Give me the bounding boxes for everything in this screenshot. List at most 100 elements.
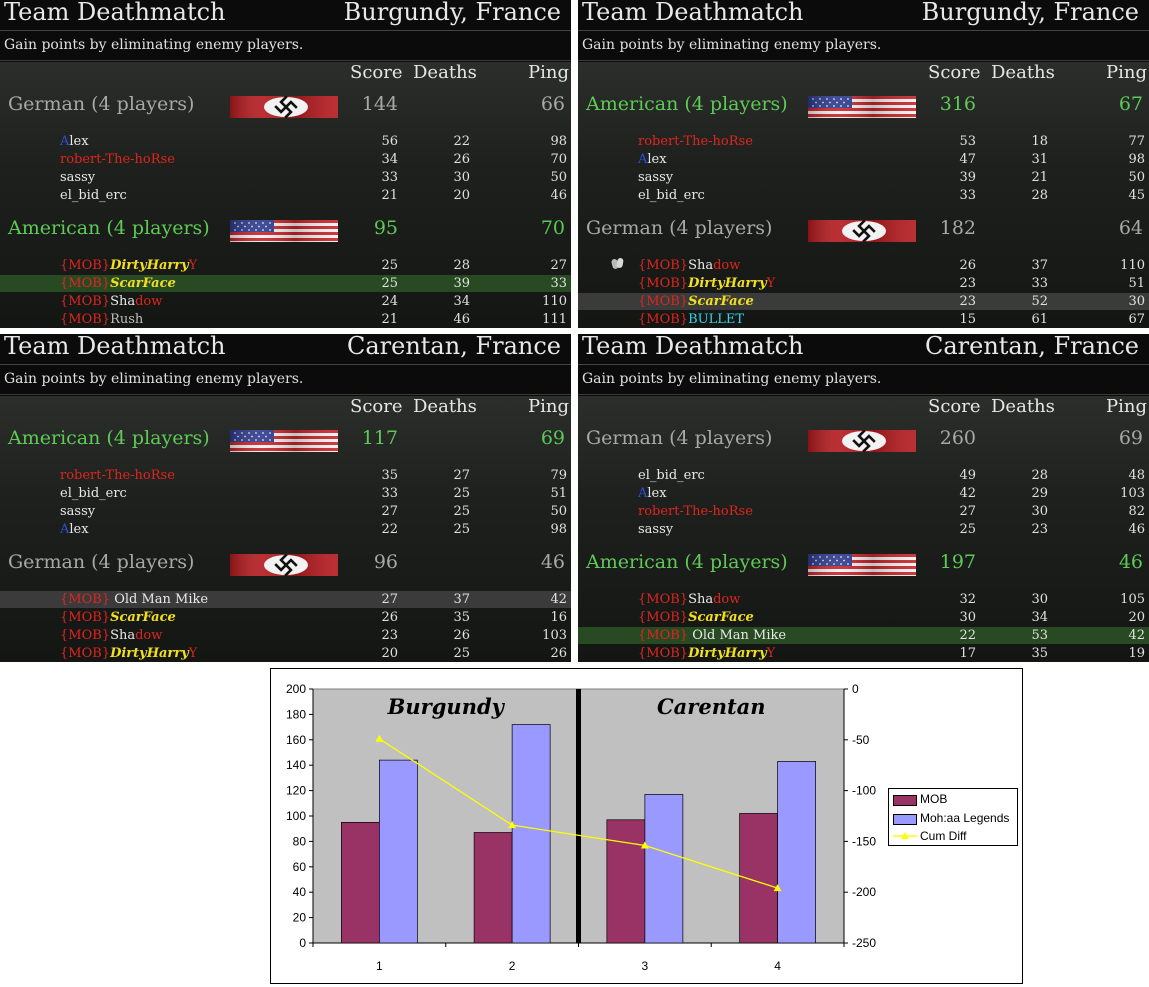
player-name-part: {MOB} (638, 592, 689, 607)
scoreboard-panel-4: Team Deathmatch Carentan, France Gain poin… (578, 334, 1149, 662)
player-deaths: 25 (453, 522, 470, 537)
player-deaths: 52 (1031, 294, 1048, 309)
player-name-part: dow (713, 258, 741, 273)
player-score: 17 (959, 646, 976, 661)
player-name-part: {MOB} (60, 312, 111, 327)
player-name-part: lex (69, 134, 89, 149)
y-tick-label-right: -100 (852, 784, 876, 798)
player-name: robert-The-hoRse (60, 151, 175, 168)
player-deaths: 34 (1031, 610, 1048, 625)
player-ping: 50 (550, 170, 567, 185)
player-ping: 105 (1120, 592, 1145, 607)
point-cum-diff (640, 841, 649, 849)
player-row: el_bid_erc 49 28 48 (578, 467, 1149, 484)
player-name: robert-The-hoRse (638, 133, 753, 150)
player-name-part: Old Man Mike (688, 628, 787, 643)
player-name: Alex (60, 521, 89, 538)
player-name: Alex (60, 133, 89, 150)
player-row: {MOB}DirtyHarryY 17 35 19 (578, 645, 1149, 662)
player-ping: 45 (1128, 188, 1145, 203)
y-tick-label-left: 200 (286, 682, 306, 696)
player-ping: 50 (550, 504, 567, 519)
player-ping: 98 (1128, 152, 1145, 167)
player-row: {MOB}DirtyHarryY 25 28 27 (0, 257, 571, 274)
player-name-part: DirtyHarry (110, 646, 189, 661)
player-row: {MOB}ScarFace 30 34 20 (578, 609, 1149, 626)
player-deaths: 35 (453, 610, 470, 625)
player-name: {MOB}DirtyHarryY (60, 645, 197, 662)
player-name-part: BULLET (688, 312, 745, 327)
player-ping: 50 (1128, 170, 1145, 185)
player-name-part: sassy (60, 170, 96, 185)
player-score: 25 (381, 258, 398, 273)
column-header-score: Score (928, 396, 981, 417)
team-name: American (4 players) (586, 93, 788, 115)
scoreboard-panel-1: Team Deathmatch Burgundy, France Gain poin… (0, 0, 571, 328)
player-deaths: 20 (453, 188, 470, 203)
player-deaths: 34 (453, 294, 470, 309)
swastika-flag-icon (230, 96, 338, 118)
player-score: 27 (381, 592, 398, 607)
bar-mob (341, 822, 380, 944)
header-background (578, 334, 1149, 396)
player-row: sassy 33 30 50 (0, 169, 571, 186)
player-name: {MOB}ScarFace (60, 609, 176, 626)
player-name-part: Sha (688, 258, 714, 273)
player-ping: 110 (542, 294, 567, 309)
player-score: 34 (381, 152, 398, 167)
team-score: 316 (939, 93, 976, 115)
team-score: 95 (373, 217, 398, 239)
team-name: American (4 players) (8, 217, 210, 239)
player-name: {MOB}DirtyHarryY (638, 275, 775, 292)
player-score: 21 (381, 312, 398, 327)
map-name: Carentan, France (924, 334, 1139, 360)
x-tick-label: 3 (642, 959, 649, 973)
player-score: 39 (959, 170, 976, 185)
player-row: Alex 47 31 98 (578, 151, 1149, 168)
player-ping: 77 (1128, 134, 1145, 149)
player-name-part: Y (766, 276, 776, 291)
player-name-part: Sha (110, 628, 136, 643)
score-comparison-chart: 0 20 40 60 80 100 120 140 160 180 200 0 -50 -100 -150 -… (270, 668, 1023, 984)
player-name-part: dow (135, 628, 163, 643)
us-flag-icon (808, 96, 916, 118)
player-row: robert-The-hoRse 27 30 82 (578, 503, 1149, 520)
player-score: 25 (959, 522, 976, 537)
legend-label-mob: MOB (920, 792, 948, 806)
y-tick-label-right: -250 (852, 936, 876, 950)
mode-description: Gain points by eliminating enemy players… (582, 37, 882, 53)
team-ping: 64 (1118, 217, 1143, 239)
player-score: 27 (381, 504, 398, 519)
player-name-part: {MOB} (638, 276, 689, 291)
player-name: sassy (638, 169, 673, 186)
player-score: 15 (959, 312, 976, 327)
player-ping: 111 (542, 312, 567, 327)
chart-svg: 0 20 40 60 80 100 120 140 160 180 200 0 -50 -100 -150 -… (286, 682, 876, 973)
player-deaths: 26 (453, 152, 470, 167)
player-name-part: {MOB} (638, 294, 689, 309)
player-name-part: robert-The-hoRse (638, 504, 753, 519)
player-row: sassy 39 21 50 (578, 169, 1149, 186)
y-tick-label-left: 160 (286, 733, 306, 747)
header-divider (0, 394, 571, 395)
player-deaths: 26 (453, 628, 470, 643)
player-row: {MOB}ScarFace 26 35 16 (0, 609, 571, 626)
legend-line-cumdiff (893, 832, 917, 839)
player-name: robert-The-hoRse (60, 467, 175, 484)
player-name: el_bid_erc (60, 485, 127, 502)
scoreboard-header: Team Deathmatch Burgundy, France (0, 0, 571, 31)
player-name-part: Rush (110, 312, 144, 327)
player-name-part: Y (188, 646, 198, 661)
team-ping: 66 (540, 93, 565, 115)
player-name-part: ScarFace (688, 294, 754, 309)
region-label-burgundy: Burgundy (387, 694, 506, 719)
player-name-part: robert-The-hoRse (638, 134, 753, 149)
player-name-part: dow (713, 592, 741, 607)
player-name: {MOB}ScarFace (60, 275, 176, 292)
us-flag-icon (230, 430, 338, 452)
map-name: Burgundy, France (343, 0, 561, 26)
bar-mob (473, 832, 513, 944)
player-deaths: 21 (1031, 170, 1048, 185)
player-ping: 16 (550, 610, 567, 625)
map-name: Burgundy, France (921, 0, 1139, 26)
